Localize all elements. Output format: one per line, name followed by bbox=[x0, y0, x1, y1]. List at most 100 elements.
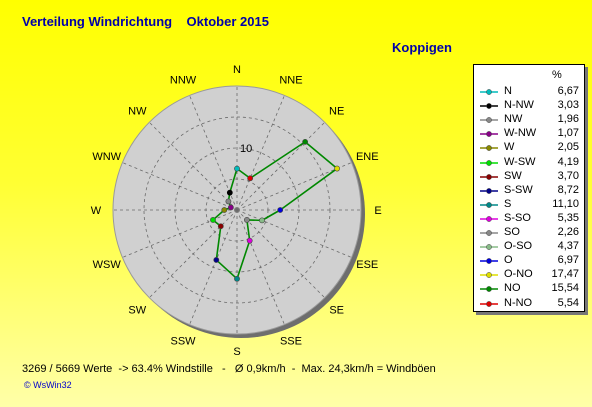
compass-label-nne: NNE bbox=[279, 75, 302, 87]
data-point-n bbox=[234, 165, 240, 172]
data-point-s-sw bbox=[213, 257, 220, 263]
data-point-w bbox=[221, 207, 228, 213]
compass-label-wnw: WNW bbox=[92, 151, 121, 163]
data-point-n-no bbox=[247, 175, 254, 182]
grid-spoke bbox=[189, 209, 238, 325]
grid-spoke bbox=[236, 162, 352, 211]
data-point-o-so bbox=[259, 217, 265, 224]
legend-label: SO bbox=[504, 226, 520, 238]
legend-value: 5,35 bbox=[557, 211, 579, 224]
legend-value: 2,05 bbox=[557, 141, 579, 154]
compass-label-ese: ESE bbox=[356, 259, 378, 271]
compass-label-sse: SSE bbox=[280, 335, 302, 347]
compass-label-w: W bbox=[91, 205, 102, 217]
polar-grid: 10 bbox=[112, 85, 365, 338]
legend-swatch bbox=[480, 131, 498, 138]
legend-swatch bbox=[480, 216, 498, 222]
legend-row-no: NO 15,54 bbox=[474, 282, 584, 296]
grid-spoke bbox=[236, 209, 285, 325]
station-name: Koppigen bbox=[392, 40, 452, 55]
legend-swatch bbox=[480, 103, 498, 109]
compass-label-wsw: WSW bbox=[93, 259, 122, 271]
grid-spoke bbox=[236, 122, 325, 211]
legend-row-w: W 2,05 bbox=[474, 141, 584, 155]
legend-row-nw: NW 1,96 bbox=[474, 113, 584, 127]
legend-swatch bbox=[480, 145, 498, 152]
legend-row-n-nw: N-NW 3,03 bbox=[474, 99, 584, 113]
legend-swatch bbox=[480, 117, 498, 124]
legend-value: 2,26 bbox=[557, 226, 579, 238]
software-credit: © WsWin32 bbox=[24, 380, 72, 390]
data-point-o bbox=[277, 207, 284, 213]
legend-swatch bbox=[480, 300, 498, 307]
compass-label-s: S bbox=[233, 346, 240, 358]
grid-spoke bbox=[122, 209, 238, 258]
grid-spoke bbox=[149, 122, 238, 211]
legend-swatch bbox=[480, 258, 498, 265]
data-point-nw bbox=[225, 198, 232, 205]
data-point-sw bbox=[217, 223, 224, 230]
legend-value: 6,67 bbox=[557, 85, 579, 97]
compass-label-sw: SW bbox=[128, 305, 146, 317]
legend-swatch bbox=[480, 187, 498, 194]
legend-swatch bbox=[480, 286, 498, 293]
legend-row-o: O 6,97 bbox=[474, 254, 584, 268]
legend-value: 4,37 bbox=[557, 240, 579, 253]
data-point-s-so bbox=[246, 237, 253, 244]
legend-label: N-NW bbox=[504, 99, 534, 112]
legend-value: 17,47 bbox=[551, 268, 579, 281]
compass-labels: N NNE NE ENE E ESE SE SSE S SSW SW WSW W WNW NW NNW bbox=[91, 64, 382, 358]
legend-label: W-NW bbox=[504, 127, 537, 140]
legend-value: 15,54 bbox=[551, 282, 579, 295]
legend-label: O-NO bbox=[504, 268, 533, 281]
legend-value: 1,96 bbox=[557, 113, 579, 126]
legend: % N 6,67 N-NW 3,03 NW 1,96 W-NW 1,07 W 2,05 W-SW 4,… bbox=[473, 64, 585, 312]
legend-value: 8,72 bbox=[557, 183, 579, 196]
legend-row-w-nw: W-NW 1,07 bbox=[474, 127, 584, 141]
legend-value: 6,97 bbox=[557, 254, 579, 267]
legend-row-sw: SW 3,70 bbox=[474, 170, 584, 184]
legend-value: 11,10 bbox=[552, 197, 579, 210]
legend-label: SW bbox=[504, 169, 522, 182]
legend-swatch bbox=[480, 173, 498, 180]
legend-label: O-SO bbox=[504, 240, 533, 253]
legend-swatch bbox=[480, 272, 498, 279]
legend-row-s: S 11,10 bbox=[474, 198, 584, 212]
compass-label-ene: ENE bbox=[356, 151, 379, 163]
compass-label-se: SE bbox=[329, 305, 344, 317]
compass-label-ne: NE bbox=[329, 105, 344, 117]
legend-row-w-sw: W-SW 4,19 bbox=[474, 156, 584, 170]
grid-spoke bbox=[122, 162, 238, 211]
grid-spoke bbox=[236, 209, 352, 258]
legend-swatch bbox=[480, 244, 498, 250]
legend-label: N-NO bbox=[504, 296, 533, 309]
legend-label: W-SW bbox=[504, 155, 536, 168]
wind-distribution-series bbox=[210, 138, 340, 282]
compass-label-nnw: NNW bbox=[170, 75, 197, 87]
legend-label: S-SO bbox=[504, 211, 531, 224]
legend-label: N bbox=[504, 85, 512, 97]
legend-swatch bbox=[480, 159, 498, 166]
data-point-so bbox=[244, 217, 250, 223]
data-point-n-nw bbox=[226, 189, 233, 196]
legend-unit: % bbox=[552, 69, 562, 81]
legend-row-s-sw: S-SW 8,72 bbox=[474, 184, 584, 198]
legend-row-n: N 6,67 bbox=[474, 85, 584, 99]
legend-value: 3,03 bbox=[557, 99, 579, 112]
compass-label-n: N bbox=[233, 64, 241, 76]
legend-row-n-no: N-NO 5,54 bbox=[474, 297, 584, 311]
legend-row-s-so: S-SO 5,35 bbox=[474, 212, 584, 226]
grid-spoke bbox=[236, 209, 325, 298]
grid-spoke bbox=[236, 95, 285, 211]
legend-label: NW bbox=[504, 113, 523, 126]
data-point-no bbox=[302, 138, 309, 145]
legend-label: S bbox=[504, 197, 512, 210]
data-point-o-no bbox=[334, 165, 340, 172]
legend-label: S-SW bbox=[504, 183, 533, 196]
statistics-footer: 3269 / 5669 Werte -> 63.4% Windstille - … bbox=[22, 363, 436, 375]
compass-label-nw: NW bbox=[128, 105, 147, 117]
compass-label-ssw: SSW bbox=[171, 335, 197, 347]
legend-value: 4,19 bbox=[557, 155, 579, 168]
